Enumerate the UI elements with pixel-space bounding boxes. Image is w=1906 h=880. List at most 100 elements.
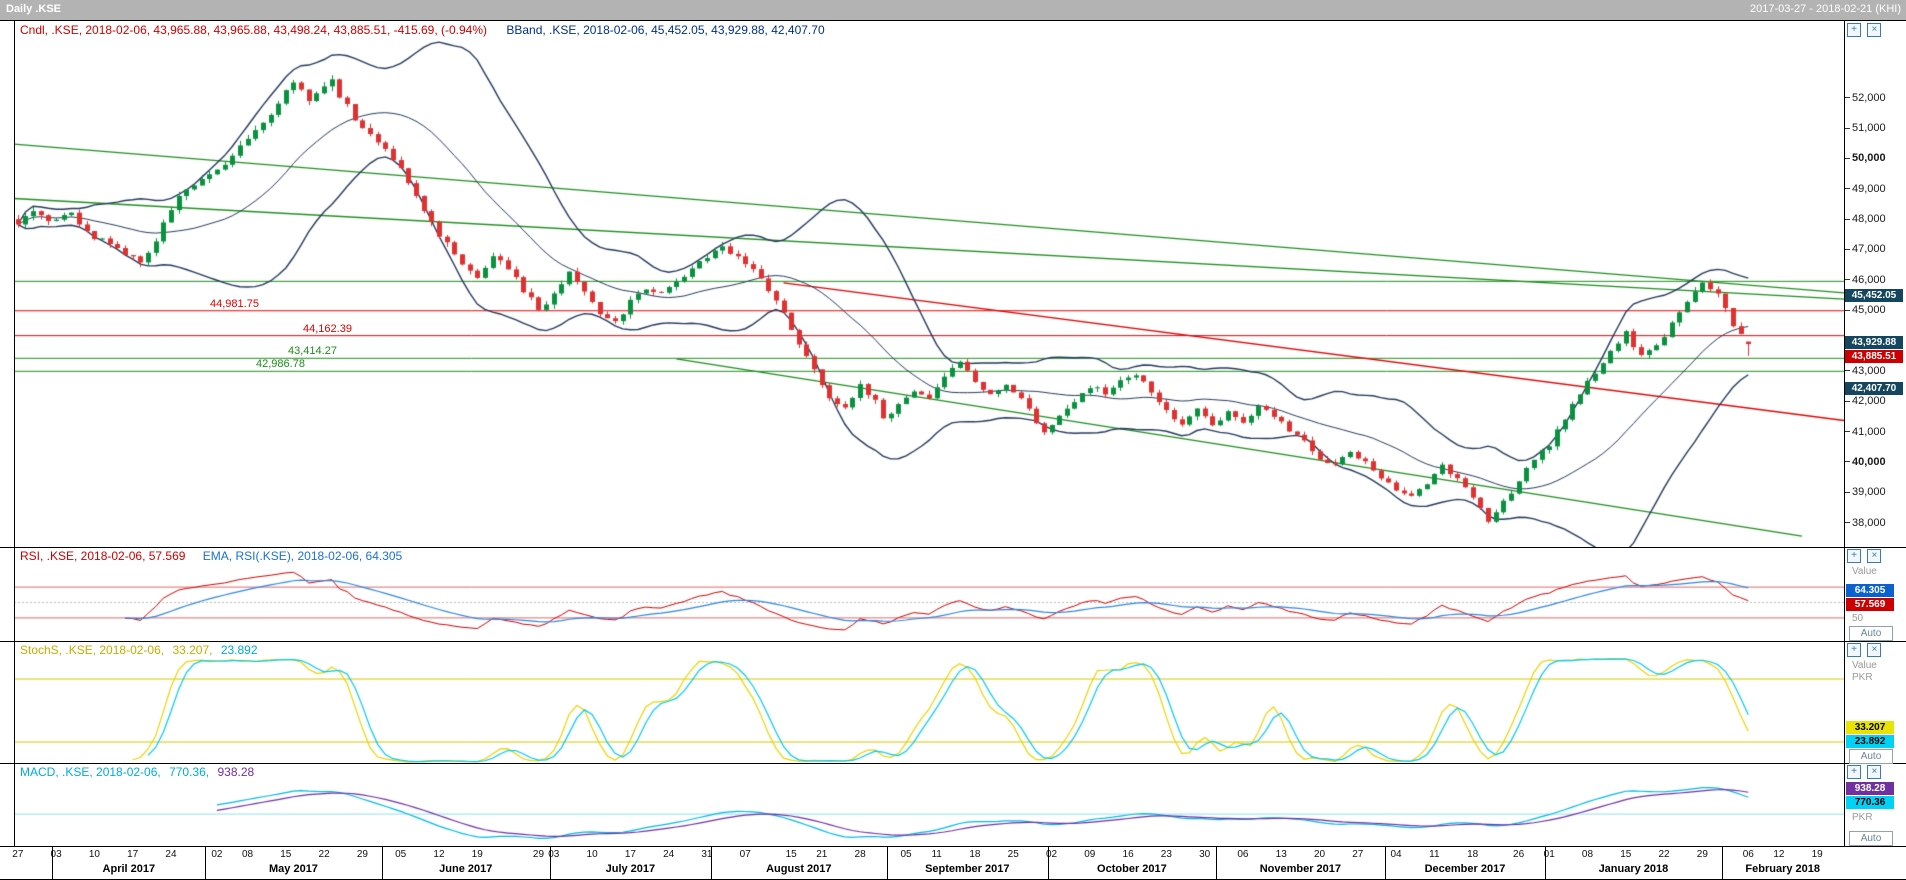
date-tick-label: 17 bbox=[624, 849, 636, 860]
date-tick-label: 19 bbox=[471, 849, 483, 860]
price-axis-tick bbox=[1845, 491, 1850, 493]
stoch-axis-header: Value bbox=[1852, 660, 1877, 671]
restore-icon[interactable]: + bbox=[1847, 643, 1861, 657]
restore-icon[interactable]: + bbox=[1847, 765, 1861, 779]
main-panel-controls: + × bbox=[1847, 23, 1883, 37]
month-label: October 2017 bbox=[1097, 863, 1167, 875]
month-label: December 2017 bbox=[1424, 863, 1506, 875]
date-tick-label: 27 bbox=[12, 849, 24, 860]
price-axis-tick bbox=[1845, 522, 1850, 524]
macd-value-text: 770.36, bbox=[169, 765, 210, 779]
restore-icon[interactable]: + bbox=[1847, 23, 1861, 37]
date-tick-label: 22 bbox=[1658, 849, 1670, 860]
date-tick-label: 02 bbox=[1045, 849, 1058, 860]
rsi-value-marker: 64.305 bbox=[1846, 584, 1894, 598]
price-axis-tick bbox=[1845, 97, 1850, 99]
stoch-axis-unit: PKR bbox=[1852, 672, 1873, 683]
rsi-legend-text: RSI, .KSE, 2018-02-06, 57.569 bbox=[20, 549, 186, 563]
price-axis-label: 51,000 bbox=[1852, 122, 1886, 135]
price-marker: 43,929.88 bbox=[1845, 335, 1903, 349]
price-axis-label: 38,000 bbox=[1852, 516, 1886, 529]
date-tick-label: 30 bbox=[1199, 849, 1211, 860]
date-tick-label: 20 bbox=[1313, 849, 1326, 860]
price-axis-tick bbox=[1845, 309, 1850, 311]
price-axis-tick bbox=[1845, 248, 1850, 250]
date-tick-label: 08 bbox=[241, 849, 254, 860]
stoch-legend: StochS, .KSE, 2018-02-06, 33.207, 23.892 bbox=[20, 643, 258, 657]
price-axis-label: 41,000 bbox=[1852, 425, 1886, 438]
month-separator bbox=[52, 847, 54, 879]
month-separator bbox=[381, 847, 383, 879]
month-label: July 2017 bbox=[605, 863, 656, 875]
month-label: February 2018 bbox=[1745, 863, 1821, 875]
rsi-legend: RSI, .KSE, 2018-02-06, 57.569 EMA, RSI(.… bbox=[20, 549, 402, 563]
price-marker: 42,407.70 bbox=[1845, 381, 1903, 395]
rsi-chart-canvas[interactable] bbox=[14, 564, 1844, 641]
macd-auto-scale-button[interactable]: Auto bbox=[1849, 831, 1893, 846]
macd-axis-unit: PKR bbox=[1852, 812, 1873, 823]
date-tick-label: 24 bbox=[165, 849, 177, 860]
stoch-panel-controls: + × bbox=[1847, 643, 1883, 657]
candle-legend-text: Cndl, .KSE, 2018-02-06, 43,965.88, 43,96… bbox=[20, 23, 488, 37]
date-tick-label: 28 bbox=[854, 849, 866, 860]
date-tick-label: 31 bbox=[701, 849, 713, 860]
price-axis-tick bbox=[1845, 157, 1850, 159]
close-icon[interactable]: × bbox=[1867, 643, 1882, 657]
date-tick-label: 26 bbox=[1513, 849, 1525, 860]
main-chart-legend: Cndl, .KSE, 2018-02-06, 43,965.88, 43,96… bbox=[20, 23, 825, 37]
date-tick-label: 10 bbox=[586, 849, 598, 860]
level-label: 44,981.75 bbox=[210, 297, 259, 310]
price-axis-tick bbox=[1845, 279, 1850, 281]
month-label: January 2018 bbox=[1598, 863, 1669, 875]
chart-date-range: 2017-03-27 - 2018-02-21 (KHI) bbox=[1749, 3, 1901, 15]
date-tick-label: 22 bbox=[318, 849, 330, 860]
close-icon[interactable]: × bbox=[1867, 765, 1882, 779]
date-tick-label: 04 bbox=[1390, 849, 1402, 860]
price-axis-label: 39,000 bbox=[1852, 486, 1886, 499]
month-label: August 2017 bbox=[766, 863, 832, 875]
rsi-axis-header: Value bbox=[1852, 566, 1877, 577]
month-label: June 2017 bbox=[439, 863, 493, 875]
level-label: 42,986.78 bbox=[256, 358, 305, 371]
stoch-chart-canvas[interactable] bbox=[14, 658, 1844, 763]
stoch-d-value-text: 23.892 bbox=[220, 643, 258, 657]
month-label: November 2017 bbox=[1259, 863, 1342, 875]
stoch-auto-scale-button[interactable]: Auto bbox=[1849, 749, 1893, 764]
main-panel-divider bbox=[0, 547, 1906, 548]
price-axis-label: 49,000 bbox=[1852, 182, 1886, 195]
date-tick-label: 12 bbox=[1773, 849, 1785, 860]
macd-chart-canvas[interactable] bbox=[14, 780, 1844, 846]
window-titlebar: Daily .KSE 2017-03-27 - 2018-02-21 (KHI) bbox=[0, 0, 1906, 20]
price-axis-label: 42,000 bbox=[1852, 395, 1886, 408]
month-separator bbox=[1545, 847, 1547, 879]
date-tick-label: 10 bbox=[88, 849, 100, 860]
price-axis-label: 52,000 bbox=[1852, 91, 1886, 104]
close-icon[interactable]: × bbox=[1867, 549, 1882, 563]
rsi-panel-divider bbox=[0, 641, 1906, 642]
month-separator bbox=[886, 847, 888, 879]
date-tick-label: 19 bbox=[1811, 849, 1823, 860]
month-separator bbox=[710, 847, 712, 879]
right-border bbox=[1844, 20, 1845, 847]
rsi-auto-scale-button[interactable]: Auto bbox=[1849, 626, 1893, 641]
level-label: 44,162.39 bbox=[303, 322, 352, 335]
month-label: May 2017 bbox=[269, 863, 318, 875]
close-icon[interactable]: × bbox=[1867, 23, 1882, 37]
price-axis-tick bbox=[1845, 461, 1850, 463]
price-axis-tick bbox=[1845, 400, 1850, 402]
date-tick-label: 11 bbox=[931, 849, 942, 860]
month-separator bbox=[1721, 847, 1723, 879]
month-separator bbox=[1047, 847, 1049, 879]
date-tick-label: 13 bbox=[1275, 849, 1287, 860]
rsi-value-marker: 57.569 bbox=[1846, 598, 1894, 612]
date-tick-label: 18 bbox=[969, 849, 981, 860]
date-tick-label: 15 bbox=[1620, 849, 1632, 860]
price-chart-canvas[interactable] bbox=[14, 40, 1844, 547]
date-tick-label: 16 bbox=[1122, 849, 1134, 860]
rsi-ema-legend-text: EMA, RSI(.KSE), 2018-02-06, 64.305 bbox=[202, 549, 403, 563]
stoch-panel-divider bbox=[0, 763, 1906, 764]
restore-icon[interactable]: + bbox=[1847, 549, 1861, 563]
month-label: September 2017 bbox=[925, 863, 1010, 875]
macd-panel-controls: + × bbox=[1847, 765, 1883, 779]
macd-legend-text: MACD, .KSE, 2018-02-06, bbox=[20, 765, 161, 779]
